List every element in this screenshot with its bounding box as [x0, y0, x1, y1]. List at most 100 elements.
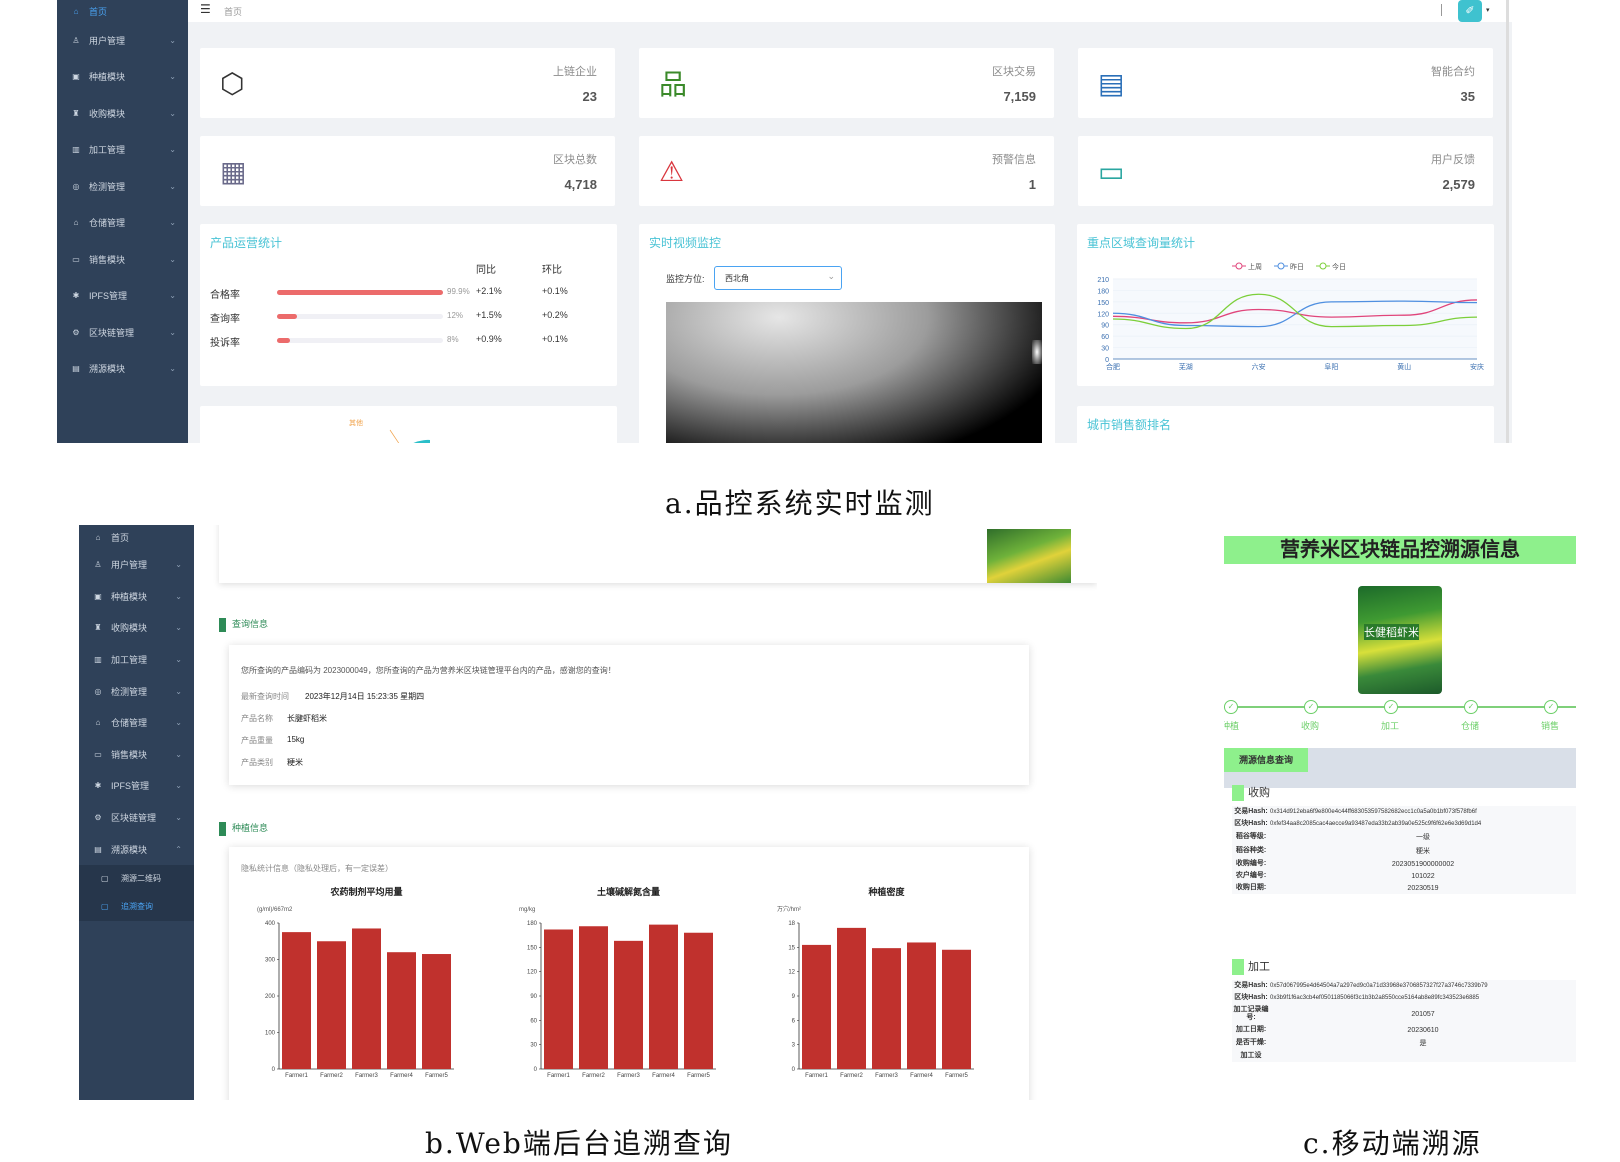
trace-row-value: 0x3b9f1f6ac3cb4ef0501185066f3c1b3b2a8550…: [1270, 995, 1480, 1001]
sidebar-item[interactable]: ▥ 加工管理 ⌄: [57, 132, 188, 169]
stat-card[interactable]: ▦ 区块总数 4,718: [200, 136, 615, 206]
sidebar-item[interactable]: ⌂ 仓储管理 ⌄: [79, 707, 194, 739]
sidebar-item[interactable]: ▤ 溯源模块 ⌄: [57, 351, 188, 388]
breadcrumb[interactable]: 首页: [224, 7, 243, 17]
sidebar-item[interactable]: ⌂ 首页: [79, 525, 194, 549]
trace-query-button[interactable]: 溯源信息查询: [1224, 748, 1308, 772]
step-label[interactable]: 收购: [1301, 721, 1320, 731]
gear-icon: ⚙: [72, 327, 80, 337]
sidebar-item[interactable]: ◎ 检测管理 ⌄: [57, 168, 188, 205]
stat-card[interactable]: 品 区块交易 7,159: [639, 48, 1054, 118]
pie-card: 其他: [200, 406, 617, 443]
user-icon: ♙: [72, 35, 80, 45]
trace-row-value: 20230519: [1407, 884, 1439, 892]
sidebar-item[interactable]: ♙ 用户管理 ⌄: [79, 549, 194, 581]
y-tick-label: 180: [527, 921, 538, 927]
trace-row: 区块Hash: 0xfef34aa8c2085cac4aecce9a93487ed…: [1232, 818, 1576, 830]
warehouse-icon: ⌂: [95, 718, 101, 728]
sidebar-item-label: 仓储管理: [111, 718, 148, 729]
sidebar-item[interactable]: ⌂ 仓储管理 ⌄: [57, 205, 188, 242]
video-feed[interactable]: [666, 302, 1042, 443]
stat-card[interactable]: ⬡ 上链企业 23: [200, 48, 615, 118]
stat-card[interactable]: ▭ 用户反馈 2,579: [1078, 136, 1493, 206]
query-field-value: 2023年12月14日 15:23:35 星期四: [305, 692, 425, 701]
video-title: 实时视频监控: [649, 236, 722, 250]
stat-value: 1: [1028, 176, 1036, 192]
cart-icon: ♜: [94, 623, 102, 633]
x-tick-label: 六安: [1252, 362, 1266, 371]
sidebar-item[interactable]: ♜ 收购模块 ⌄: [57, 95, 188, 132]
stat-card[interactable]: ⚠ 预警信息 1: [639, 136, 1054, 206]
y-tick-label: 0: [1105, 357, 1109, 364]
y-tick-label: 15: [788, 945, 795, 951]
submenu-item[interactable]: ▢ 溯源二维码: [79, 864, 194, 893]
y-tick-label: 90: [1101, 323, 1109, 330]
panel-b: ⌂ 首页 ♙ 用户管理 ⌄ ▣ 种植模块 ⌄ ♜ 收购模块 ⌄ ▥ 加工管理 ⌄ ◎ 检测管理 ⌄ ⌂ 仓储管理 ⌄ ▭…: [79, 525, 1097, 1100]
sidebar-item-label: 收购模块: [111, 623, 148, 634]
monitor-select[interactable]: 西北角 ⌄: [714, 266, 842, 290]
plant-bar-charts: 农药制剂平均用量(g/ml)/667m20100200300400Farmer1…: [257, 886, 974, 1079]
caret-down-icon[interactable]: ▾: [1486, 7, 1490, 14]
scrollbar[interactable]: [1506, 0, 1509, 443]
sidebar-item[interactable]: ✱ IPFS管理 ⌄: [79, 770, 194, 802]
legend-label[interactable]: 昨日: [1290, 262, 1304, 271]
section-title: 收购: [1248, 787, 1270, 799]
topbar-a: ☰ 首页 ✐ ▾: [188, 0, 1512, 22]
caption-c: c.移动端溯源: [1303, 1127, 1482, 1160]
chevron-down-icon: ⌄: [175, 781, 182, 791]
sidebar-item-label: 用户管理: [111, 560, 148, 571]
y-tick-label: 12: [788, 970, 795, 976]
stat-card[interactable]: ▤ 智能合约 35: [1078, 48, 1493, 118]
metric-yoy: +1.5%: [476, 310, 502, 320]
sidebar-item[interactable]: ▭ 销售模块 ⌄: [57, 241, 188, 278]
sidebar-item[interactable]: ⚙ 区块链管理 ⌄: [79, 802, 194, 834]
caption-b: b.Web端后台追溯查询: [425, 1127, 733, 1160]
x-tick-label: Farmer3: [617, 1073, 640, 1079]
avatar[interactable]: ✐: [1458, 0, 1482, 22]
submenu-item-label: 溯源二维码: [121, 874, 161, 884]
sidebar-item[interactable]: ◎ 检测管理 ⌄: [79, 675, 194, 707]
chevron-down-icon: ⌄: [175, 623, 182, 633]
sidebar-item[interactable]: ▭ 销售模块 ⌄: [79, 739, 194, 771]
x-tick-label: Farmer1: [547, 1073, 570, 1079]
y-tick-label: 200: [265, 994, 276, 1000]
step-label[interactable]: 仓储: [1461, 721, 1480, 731]
step-label[interactable]: 种植: [1224, 721, 1240, 731]
submenu-item[interactable]: ▢ 追溯查询: [79, 892, 194, 921]
blocks-icon: ▦: [220, 155, 247, 187]
x-tick-label: Farmer5: [425, 1073, 448, 1079]
home-icon: ⌂: [95, 532, 101, 542]
query-field-key: 产品类别: [241, 758, 273, 767]
legend-label[interactable]: 今日: [1332, 262, 1346, 271]
sidebar-item-label: 用户管理: [89, 35, 126, 46]
trace-row: 加工设: [1232, 1050, 1576, 1062]
sidebar-item[interactable]: ▣ 种植模块 ⌄: [79, 581, 194, 613]
x-tick-label: Farmer5: [687, 1073, 710, 1079]
trace-row-key: 农户编号:: [1235, 872, 1267, 879]
step-label[interactable]: 加工: [1381, 721, 1400, 731]
legend-marker: [1319, 262, 1327, 270]
chevron-down-icon: ⌄: [827, 271, 835, 281]
sidebar-item[interactable]: ✱ IPFS管理 ⌄: [57, 278, 188, 315]
sidebar-item[interactable]: ▣ 种植模块 ⌄: [57, 59, 188, 96]
sidebar-item[interactable]: ♙ 用户管理 ⌄: [57, 22, 188, 59]
sidebar-item[interactable]: ▥ 加工管理 ⌄: [79, 644, 194, 676]
query-field-value: 粳米: [287, 758, 303, 767]
sidebar-item[interactable]: ▤ 溯源模块 ⌃: [79, 833, 194, 865]
monitor-select-value: 西北角: [725, 274, 749, 283]
legend-label[interactable]: 上周: [1248, 262, 1262, 271]
sidebar-item[interactable]: ⌂ 首页: [57, 0, 188, 22]
hamburger-icon[interactable]: ☰: [200, 2, 211, 16]
plot-area: [1113, 279, 1477, 359]
sidebar-item-label: 检测管理: [89, 181, 126, 192]
sidebar-item[interactable]: ♜ 收购模块 ⌄: [79, 612, 194, 644]
sidebar-item[interactable]: ⚙ 区块链管理 ⌄: [57, 314, 188, 351]
chevron-down-icon: ⌄: [169, 364, 176, 374]
region-line-chart: 上周 昨日 今日 0 30 60 90 120 150 180 210 合肥 芜湖 六安 阜阳 黄山 安庆: [1097, 262, 1484, 371]
step-label[interactable]: 销售: [1541, 721, 1560, 731]
trace-row-key: 加工记录编号:: [1233, 1006, 1269, 1021]
stat-label: 智能合约: [1431, 65, 1475, 78]
sidebar-b: ⌂ 首页 ♙ 用户管理 ⌄ ▣ 种植模块 ⌄ ♜ 收购模块 ⌄ ▥ 加工管理 ⌄ ◎ 检测管理 ⌄ ⌂ 仓储管理 ⌄ ▭…: [79, 525, 194, 1100]
stat-value: 35: [1460, 88, 1475, 104]
x-tick-label: Farmer2: [840, 1073, 863, 1079]
